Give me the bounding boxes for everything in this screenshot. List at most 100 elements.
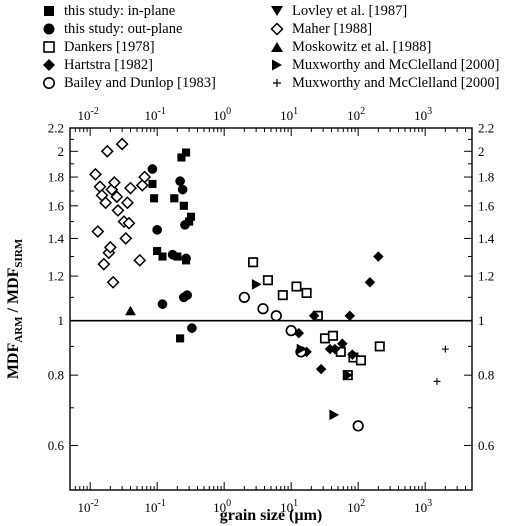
y-tick-label: 0.8 [48,368,64,383]
data-point-series-9 [433,377,441,385]
data-point-series-6 [91,225,105,239]
x-tick-label-top: 10-1 [144,106,165,123]
y-tick-label-right: 1.8 [478,170,494,185]
y-tick-label-right: 2.2 [478,121,494,136]
x-tick-label-top: 101 [280,106,298,123]
y-tick-label-right: 0.6 [478,438,495,453]
data-point-series-6 [93,180,107,194]
data-point-series-6 [124,181,137,195]
data-point-series-2 [301,287,312,299]
plus-marker-icon [273,79,281,87]
x-tick-label: 10-1 [144,498,165,515]
data-point-series-2 [374,341,385,352]
data-point-series-2 [277,290,288,301]
data-point-series-3 [315,363,327,375]
data-point-series-3 [336,338,348,350]
data-point-series-6 [107,176,121,189]
x-tick-label: 10-2 [77,498,98,515]
data-point-series-9 [441,345,449,353]
filled-triangle-down-marker-icon [271,6,283,16]
data-point-series-6 [135,178,149,192]
filled-triangle-up-marker-icon [271,42,283,52]
y-tick-label-right: 1 [478,313,485,328]
data-point-series-8 [296,343,307,355]
y-tick-label: 0.6 [48,438,65,453]
filled-triangle-right-marker-icon [272,59,282,71]
y-tick-label-right: 0.8 [478,368,494,383]
y-axis-title: MDFARM / MDFSIRM [5,238,25,379]
data-point-series-3 [347,349,358,361]
data-point-series-0 [153,246,162,256]
x-tick-label: 102 [347,498,365,515]
y-tick-label: 1.4 [48,231,65,246]
data-point-series-6 [138,170,152,184]
filled-circle-marker-icon [43,23,55,35]
legend: this study: in-plane this study: out-pla… [0,0,520,100]
data-point-series-6 [89,167,102,181]
legend-label: Bailey and Dunlop [1983] [64,75,216,91]
filled-diamond-marker-icon [43,59,55,71]
legend-label: Lovley et al. [1987] [292,3,408,19]
data-point-series-0 [182,148,191,157]
data-point-series-1 [147,164,158,174]
x-tick-label: 100 [213,498,231,515]
data-point-series-6 [115,137,129,151]
data-point-series-6 [119,231,133,245]
y-tick-label-right: 1.6 [478,198,495,213]
tick-labels: 10-2 10-2 10-1 10-1 100 100 101 101 102 102 103 103… [48,106,495,515]
data-point-series-4 [352,420,364,432]
open-diamond-marker-icon [270,22,284,36]
y-tick-label: 1.2 [48,269,64,284]
y-tick-label: 1.6 [48,198,65,213]
data-point-series-0 [176,334,185,343]
data-point-series-3 [364,276,376,288]
data-point-series-2 [327,330,338,341]
open-square-marker-icon [43,41,55,53]
x-tick-label: 103 [414,498,432,515]
legend-label: Dankers [1978] [64,39,155,55]
data-point-series-1 [180,220,190,230]
data-point-series-1 [181,253,191,264]
legend-label: Moskowitz et al. [1988] [292,39,432,55]
data-point-series-0 [179,201,188,210]
data-point-series-4 [257,303,269,315]
x-tick-label-top: 102 [347,106,365,123]
legend-label: this study: out-plane [64,21,183,37]
y-tick-label-right: 1.2 [478,269,494,284]
legend-label: Muxworthy and McClelland [2000] [292,57,500,73]
x-tick-label-top: 100 [213,106,231,123]
data-point-series-8 [251,278,262,290]
x-tick-label-top: 103 [414,106,432,123]
filled-square-marker-icon [44,6,54,16]
y-tick-label: 2.2 [48,121,64,136]
data-point-series-6 [133,253,147,267]
data-point-series-6 [122,216,136,230]
legend-label: Hartstra [1982] [64,57,153,73]
x-tick-label-top: 10-2 [77,106,98,123]
data-point-series-8 [329,409,340,421]
data-point-series-1 [187,323,197,333]
data-point-series-0 [170,194,179,203]
data-point-series-1 [157,299,168,309]
y-tick-label: 1.8 [48,170,64,185]
data-point-series-6 [103,240,117,254]
data-point-series-6 [110,190,124,204]
data-point-series-2 [291,281,302,292]
data-point-series-8 [343,369,354,381]
data-point-series-6 [99,196,113,210]
data-point-series-3 [308,310,320,322]
data-point-series-3 [344,310,356,322]
data-point-series-1 [175,176,185,186]
data-point-series-0 [148,179,157,188]
data-point-series-3 [329,343,341,355]
x-tick-label: 101 [280,498,298,515]
data-point-series-6 [97,257,111,271]
y-tick-label-right: 1.4 [478,231,495,246]
data-point-series-1 [152,225,163,235]
data-point-series-1 [167,249,178,260]
y-tick-label-right: 2 [478,144,485,159]
data-point-series-4 [270,310,282,322]
data-point-series-1 [177,184,188,195]
legend-label: Maher [1988] [292,21,373,37]
data-point-series-0 [186,212,196,221]
